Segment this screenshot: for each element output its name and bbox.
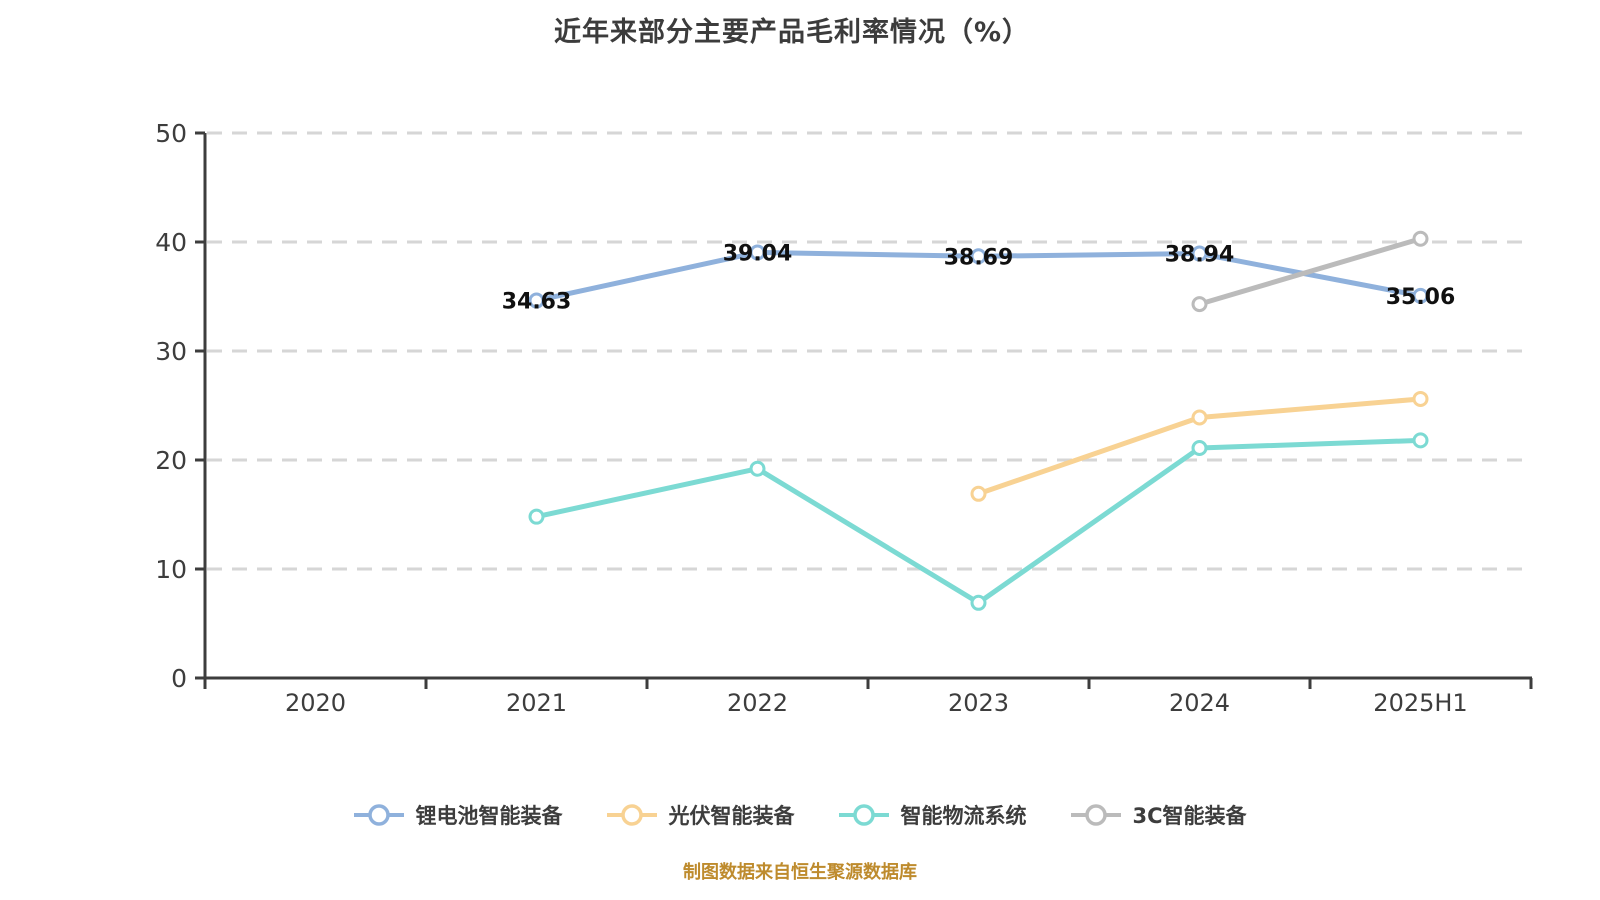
data-label-0-2021: 34.63 bbox=[502, 290, 572, 315]
legend-marker-icon bbox=[354, 804, 405, 826]
data-point-2-2024 bbox=[1191, 440, 1208, 457]
y-tick-label-20: 20 bbox=[155, 446, 187, 475]
y-tick-label-50: 50 bbox=[155, 119, 187, 148]
data-point-3-2024 bbox=[1191, 296, 1208, 313]
data-label-0-2025H1: 35.06 bbox=[1386, 285, 1456, 310]
data-point-0-2023 bbox=[970, 248, 987, 265]
data-source-note: 制图数据来自恒生聚源数据库 bbox=[683, 862, 917, 883]
series-line-3 bbox=[1197, 236, 1423, 307]
x-tick-label-2022: 2022 bbox=[727, 689, 788, 717]
data-point-3-2025H1 bbox=[1412, 230, 1429, 247]
data-point-2-2025H1 bbox=[1412, 432, 1429, 449]
x-tick-label-2021: 2021 bbox=[506, 689, 567, 717]
legend-item-3[interactable]: 3C智能装备 bbox=[1070, 800, 1247, 830]
x-tick-label-2024: 2024 bbox=[1169, 689, 1230, 717]
legend-item-0[interactable]: 锂电池智能装备 bbox=[353, 800, 562, 830]
series-line-2 bbox=[534, 437, 1423, 606]
y-tick-label-40: 40 bbox=[155, 228, 187, 257]
legend-label-0: 锂电池智能装备 bbox=[415, 804, 563, 828]
data-point-2-2022 bbox=[749, 460, 766, 477]
data-point-1-2023 bbox=[970, 485, 987, 502]
data-point-0-2021 bbox=[528, 292, 545, 309]
y-tick-label-0: 0 bbox=[171, 664, 187, 693]
data-point-1-2025H1 bbox=[1412, 390, 1429, 407]
data-point-0-2025H1 bbox=[1412, 287, 1429, 304]
legend-item-2[interactable]: 智能物流系统 bbox=[838, 800, 1026, 830]
legend-label-1: 光伏智能装备 bbox=[668, 804, 795, 828]
data-point-2-2021 bbox=[528, 508, 545, 525]
data-label-0-2023: 38.69 bbox=[944, 245, 1014, 270]
chart-title: 近年来部分主要产品毛利率情况（%） bbox=[553, 17, 1031, 48]
x-tick-label-2020: 2020 bbox=[285, 689, 346, 717]
data-label-0-2024: 38.94 bbox=[1165, 243, 1235, 268]
legend-item-1[interactable]: 光伏智能装备 bbox=[606, 800, 794, 830]
data-point-0-2024 bbox=[1191, 245, 1208, 262]
legend-marker-icon bbox=[1071, 804, 1122, 826]
legend: 锂电池智能装备 光伏智能装备 智能物流系统 3C智能装备 bbox=[0, 800, 1600, 830]
legend-marker-icon bbox=[607, 804, 658, 826]
legend-marker-icon bbox=[839, 804, 890, 826]
x-tick-label-2023: 2023 bbox=[948, 689, 1009, 717]
legend-label-2: 智能物流系统 bbox=[900, 804, 1027, 828]
y-tick-label-30: 30 bbox=[155, 337, 187, 366]
data-point-2-2023 bbox=[970, 594, 987, 611]
y-tick-label-10: 10 bbox=[155, 555, 187, 584]
data-point-1-2024 bbox=[1191, 409, 1208, 426]
x-tick-label-2025H1: 2025H1 bbox=[1373, 689, 1467, 717]
legend-label-3: 3C智能装备 bbox=[1132, 804, 1247, 828]
data-point-0-2022 bbox=[749, 244, 766, 261]
data-label-0-2022: 39.04 bbox=[723, 241, 793, 266]
